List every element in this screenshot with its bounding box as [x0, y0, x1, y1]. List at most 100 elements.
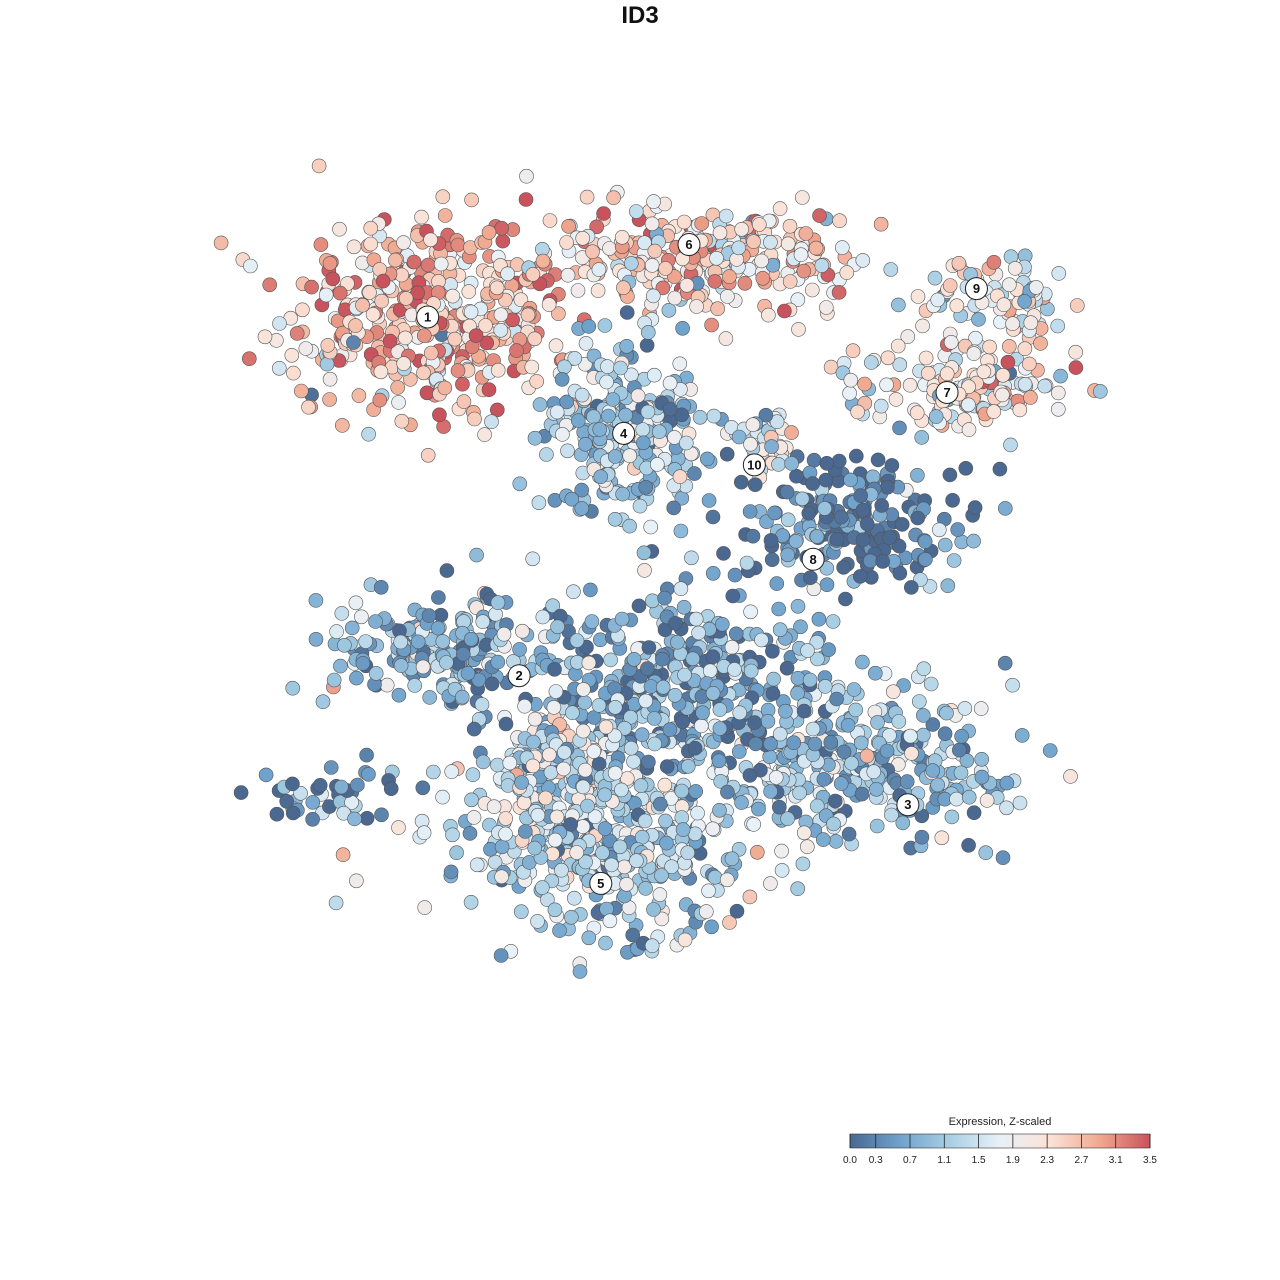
cell-point [910, 289, 926, 304]
cell-point [643, 679, 659, 694]
cell-point [546, 700, 562, 715]
cell-point [513, 904, 529, 920]
cell-point [410, 634, 426, 650]
cell-point [637, 563, 652, 578]
cell-point [780, 512, 796, 528]
cell-point [308, 631, 324, 647]
cell-point [406, 254, 422, 270]
cell-point [646, 711, 662, 726]
cell-point [629, 853, 644, 869]
cell-point [854, 786, 870, 802]
cell-point [869, 781, 884, 797]
cell-point [805, 476, 821, 491]
cell-point [836, 744, 852, 760]
cell-point [586, 409, 601, 425]
cell-point [493, 948, 509, 963]
cell-point [637, 813, 653, 829]
cell-point [630, 388, 646, 404]
cell-point [892, 420, 907, 436]
cell-point [790, 598, 806, 614]
cell-point [580, 798, 595, 814]
cell-point [574, 387, 590, 403]
cell-point [560, 443, 575, 459]
cell-point [796, 825, 812, 841]
cell-point [940, 578, 956, 594]
cell-point [616, 280, 631, 296]
cell-point [487, 854, 503, 870]
cell-point [879, 377, 894, 393]
cell-point [435, 634, 451, 649]
cell-point [743, 436, 758, 452]
cell-point [581, 655, 597, 671]
cell-point [705, 649, 721, 665]
cell-point [701, 883, 716, 899]
cell-point [904, 746, 919, 761]
cell-point [917, 534, 933, 549]
cell-point [534, 880, 550, 895]
cell-point [918, 552, 933, 567]
cell-point [532, 397, 548, 412]
cell-point [823, 734, 839, 750]
cell-point [466, 810, 482, 825]
cell-point [431, 590, 446, 605]
cell-point [1068, 360, 1084, 375]
cell-point [733, 474, 749, 490]
cell-point [623, 740, 639, 756]
cell-point [652, 796, 668, 812]
cell-point [430, 620, 446, 636]
cell-point [1023, 390, 1038, 405]
cell-point [895, 815, 911, 831]
cell-point [839, 265, 855, 280]
cell-point [800, 643, 815, 658]
cell-point [659, 759, 675, 774]
cell-point [433, 256, 449, 272]
cell-point [607, 449, 623, 464]
cell-point [464, 192, 479, 208]
cell-point [1050, 318, 1065, 334]
cell-point [711, 753, 727, 769]
cell-point [1007, 261, 1023, 276]
cell-point [667, 290, 683, 306]
legend-tick-label: 3.1 [1109, 1155, 1123, 1166]
cell-point [632, 498, 648, 514]
cell-point [547, 661, 562, 677]
cell-point [600, 359, 615, 374]
legend-tick-label: 0.7 [903, 1155, 917, 1166]
cell-point [809, 529, 825, 544]
cell-point [982, 339, 997, 355]
cell-point [698, 904, 714, 919]
cell-point [842, 385, 857, 401]
cell-point [777, 303, 792, 319]
cell-point [782, 274, 798, 289]
cell-point [966, 533, 981, 549]
cell-point [622, 448, 638, 464]
cell-point [347, 811, 362, 827]
cell-point [748, 736, 764, 752]
cell-point [772, 622, 788, 638]
cell-point [891, 538, 907, 554]
cell-point [680, 758, 696, 774]
cell-point [374, 293, 390, 309]
cell-point [903, 580, 919, 595]
cell-point [930, 292, 946, 308]
cell-point [742, 504, 758, 519]
cell-point [1001, 277, 1017, 293]
cell-point [923, 676, 939, 692]
cell-point [463, 894, 479, 910]
cell-point [943, 334, 959, 350]
cell-point [658, 261, 673, 276]
cell-point [607, 728, 623, 744]
cell-point [949, 298, 965, 314]
cell-point [432, 407, 447, 423]
cell-point [289, 326, 305, 341]
cell-point [447, 331, 463, 347]
cell-point [213, 235, 229, 251]
cell-point [667, 687, 683, 703]
cell-point [1022, 356, 1037, 372]
cell-point [538, 790, 553, 806]
cell-point [463, 631, 479, 647]
cell-point [602, 913, 618, 929]
cell-point [437, 380, 453, 396]
cell-point [754, 253, 769, 269]
cell-point [271, 360, 287, 376]
